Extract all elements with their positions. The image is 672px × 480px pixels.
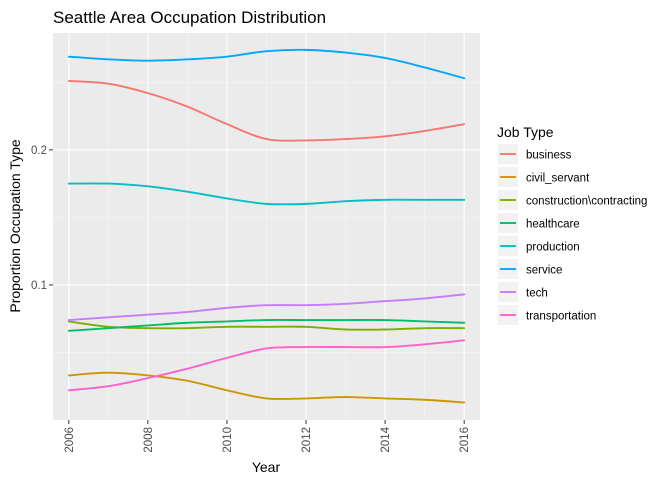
legend-item-service: service xyxy=(498,259,562,279)
legend-item-tech: tech xyxy=(498,282,548,302)
legend-items: business civil_servant construction\contra… xyxy=(498,144,647,325)
y-tick-label: 0.1 xyxy=(31,280,47,292)
series-lines xyxy=(67,48,466,404)
series-line-civil-servant xyxy=(67,371,466,404)
legend-label: transportation xyxy=(526,311,596,323)
x-tick-label: 2012 xyxy=(301,427,313,453)
x-tick-label: 2008 xyxy=(143,427,155,453)
series-line-tech xyxy=(67,293,466,321)
legend-label: business xyxy=(526,150,572,162)
axis-ticks xyxy=(49,149,465,424)
legend-label: service xyxy=(526,265,562,277)
legend-label: healthcare xyxy=(526,219,580,231)
series-line-construction-contracting xyxy=(67,320,466,331)
chart-title: Seattle Area Occupation Distribution xyxy=(53,8,326,27)
series-line-healthcare xyxy=(67,318,466,332)
x-tick-label: 2014 xyxy=(380,426,392,452)
tick-labels: 2006 2008 2010 2012 2014 2016 0.1 0.2 xyxy=(31,145,471,453)
legend-title: Job Type xyxy=(497,124,554,140)
legend-item-business: business xyxy=(498,144,572,164)
x-tick-label: 2010 xyxy=(222,427,234,453)
legend-label: construction\contracting xyxy=(526,196,647,208)
legend-item-transportation: transportation xyxy=(498,305,596,325)
x-tick-label: 2006 xyxy=(64,427,76,453)
legend: Job Type business civil_servant constructi… xyxy=(497,124,647,325)
x-axis-title: Year xyxy=(252,459,281,475)
y-tick-label: 0.2 xyxy=(31,145,47,157)
x-tick-label: 2016 xyxy=(459,427,471,453)
legend-label: civil_servant xyxy=(526,173,590,185)
legend-item-healthcare: healthcare xyxy=(498,213,580,233)
series-line-production xyxy=(67,182,466,206)
legend-item-production: production xyxy=(498,236,580,256)
legend-label: tech xyxy=(526,288,548,300)
series-line-service xyxy=(67,48,466,80)
series-line-transportation xyxy=(67,339,466,392)
grid-lines xyxy=(53,33,480,420)
legend-item-construction-contracting: construction\contracting xyxy=(498,190,647,210)
y-axis-title: Proportion Occupation Type xyxy=(7,139,23,313)
legend-label: production xyxy=(526,242,580,254)
legend-item-civil-servant: civil_servant xyxy=(498,167,590,187)
series-line-business xyxy=(67,80,466,142)
